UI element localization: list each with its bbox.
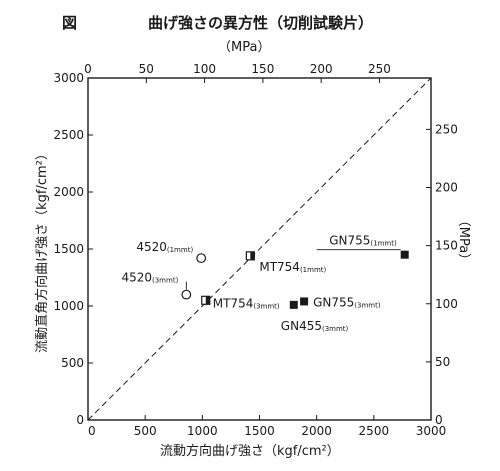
y-tick-label-3: 1500 <box>53 242 84 256</box>
half-square-fill <box>250 251 255 260</box>
x-axis-label: 流動方向曲げ強さ（kgf/cm²） <box>160 443 340 459</box>
point-6: GN455(3mmt) <box>281 300 349 333</box>
point-label-2: MT754(1mmt) <box>259 260 326 274</box>
y2-axis-unit: （MPa） <box>456 214 471 266</box>
point-4: GN755(1mmt) <box>316 234 409 259</box>
point-label-4: GN755(1mmt) <box>329 234 397 248</box>
point-5: GN755(3mmt) <box>300 295 381 309</box>
x-tick-label-2: 1000 <box>187 424 218 438</box>
filled-square-marker <box>300 297 309 306</box>
point-1: 4520(3mmt) <box>121 271 192 300</box>
x-tick-label-4: 2000 <box>301 424 332 438</box>
y2-tick-label-2: 100 <box>435 297 458 311</box>
y2-tick-label-0: 0 <box>435 413 443 427</box>
y2-tick-label-4: 200 <box>435 181 458 195</box>
point-label-0: 4520(1mmt) <box>136 240 193 254</box>
y-axis-label: 流動直角方向曲げ強さ（kgf/cm²） <box>34 147 50 353</box>
y-tick-label-6: 3000 <box>53 71 84 85</box>
x2-tick-label-5: 250 <box>368 62 391 76</box>
x2-tick-label-1: 50 <box>139 62 154 76</box>
y2-tick-label-5: 250 <box>435 122 458 136</box>
x2-tick-label-0: 0 <box>84 62 92 76</box>
reference-line <box>87 77 432 421</box>
y-tick-label-0: 0 <box>76 413 84 427</box>
point-0: 4520(1mmt) <box>136 240 207 264</box>
point-label-3: MT754(3mmt) <box>213 296 280 310</box>
chart-title: 曲げ強さの異方性（切削試験片） <box>148 14 373 32</box>
figure-label: 図 <box>62 14 77 32</box>
x2-tick-label-3: 150 <box>251 62 274 76</box>
filled-square-marker <box>289 300 298 309</box>
y-tick-label-4: 2000 <box>53 185 84 199</box>
open-circle-marker <box>181 289 192 300</box>
x2-axis-unit: （MPa） <box>218 40 270 55</box>
half-square-fill <box>205 296 210 305</box>
open-circle-marker <box>196 253 207 264</box>
y-tick-label-1: 500 <box>61 356 84 370</box>
x-tick-label-0: 0 <box>88 424 96 438</box>
point-3: MT754(3mmt) <box>201 295 280 310</box>
y-tick-label-5: 2500 <box>53 128 84 142</box>
y-tick-label-2: 1000 <box>53 299 84 313</box>
x2-tick-label-4: 200 <box>310 62 333 76</box>
x-tick-label-1: 500 <box>134 424 157 438</box>
point-label-5: GN755(3mmt) <box>313 295 381 309</box>
point-label-6: GN455(3mmt) <box>281 319 349 333</box>
x-tick-label-3: 1500 <box>244 424 275 438</box>
point-2: MT754(1mmt) <box>245 251 327 274</box>
y2-tick-label-3: 150 <box>435 239 458 253</box>
x2-tick-label-2: 100 <box>193 62 216 76</box>
x-tick-label-6: 3000 <box>416 424 447 438</box>
y2-tick-label-1: 50 <box>435 355 450 369</box>
x-tick-label-5: 2500 <box>359 424 390 438</box>
point-label-1: 4520(3mmt) <box>121 271 178 285</box>
filled-square-marker <box>400 250 409 259</box>
